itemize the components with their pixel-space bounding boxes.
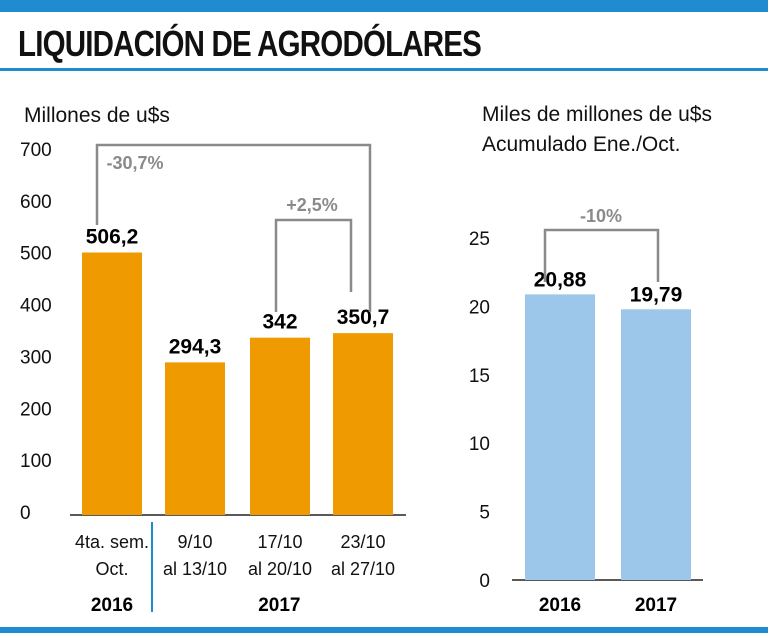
left-y-tick-label: 300 bbox=[20, 347, 52, 368]
left-y-tick-label: 500 bbox=[20, 244, 52, 265]
left-category-label: al 20/10 bbox=[248, 559, 312, 579]
left-y-tick-label: 200 bbox=[20, 399, 52, 420]
right-y-tick-label: 10 bbox=[469, 434, 490, 455]
left-y-tick-label: 600 bbox=[20, 192, 52, 213]
right-y-tick-label: 20 bbox=[469, 297, 490, 318]
left-category-label: al 27/10 bbox=[331, 559, 395, 579]
top-accent-bar bbox=[0, 0, 768, 12]
left-y-tick-label: 0 bbox=[20, 503, 31, 524]
left-y-tick-label: 100 bbox=[20, 451, 52, 472]
right-bar-value-label: 20,88 bbox=[534, 268, 587, 291]
right-comparison-bracket bbox=[543, 228, 660, 282]
right-y-tick-label: 15 bbox=[469, 366, 490, 387]
left-category-label: 23/10 bbox=[340, 532, 385, 552]
left-bar bbox=[250, 337, 310, 515]
title-rule bbox=[0, 68, 768, 71]
left-y-tick-label: 700 bbox=[20, 140, 52, 161]
left-category-label: al 13/10 bbox=[163, 559, 227, 579]
left-category-label: Oct. bbox=[95, 559, 128, 579]
chart-title: LIQUIDACIÓN DE AGRODÓLARES bbox=[18, 23, 482, 64]
left-bar-value-label: 350,7 bbox=[337, 306, 390, 329]
left-y-tick-label: 400 bbox=[20, 296, 52, 317]
left-year-label: 2017 bbox=[258, 595, 300, 616]
right-y-tick-label: 25 bbox=[469, 229, 490, 250]
right-bar-value-label: 19,79 bbox=[630, 283, 683, 306]
left-bar bbox=[333, 333, 393, 515]
right-comparison-label: -10% bbox=[580, 206, 622, 226]
right-y-tick-label: 0 bbox=[479, 571, 490, 592]
left-category-label: 17/10 bbox=[257, 532, 302, 552]
left-unit-label: Millones de u$s bbox=[24, 104, 170, 127]
left-category-label: 9/10 bbox=[177, 532, 212, 552]
left-comparison-bracket bbox=[95, 143, 372, 312]
right-bar bbox=[525, 294, 595, 580]
bottom-accent-bar bbox=[0, 627, 768, 633]
left-year-label: 2016 bbox=[91, 595, 133, 616]
right-bar bbox=[621, 309, 691, 580]
left-comparison-bracket bbox=[274, 218, 353, 312]
right-category-label: 2017 bbox=[635, 595, 677, 616]
left-bar bbox=[82, 252, 142, 515]
right-unit-label: Miles de millones de u$s bbox=[482, 103, 712, 126]
right-y-tick-label: 5 bbox=[479, 503, 490, 524]
left-bar-value-label: 294,3 bbox=[169, 335, 222, 358]
right-category-label: 2016 bbox=[539, 595, 581, 616]
right-unit-label: Acumulado Ene./Oct. bbox=[482, 133, 680, 156]
left-category-label: 4ta. sem. bbox=[75, 532, 149, 552]
left-bar-value-label: 342 bbox=[262, 311, 297, 334]
left-bar bbox=[165, 362, 225, 515]
left-comparison-label: +2,5% bbox=[286, 195, 338, 215]
left-comparison-label: -30,7% bbox=[106, 153, 163, 173]
left-bar-value-label: 506,2 bbox=[86, 225, 139, 248]
